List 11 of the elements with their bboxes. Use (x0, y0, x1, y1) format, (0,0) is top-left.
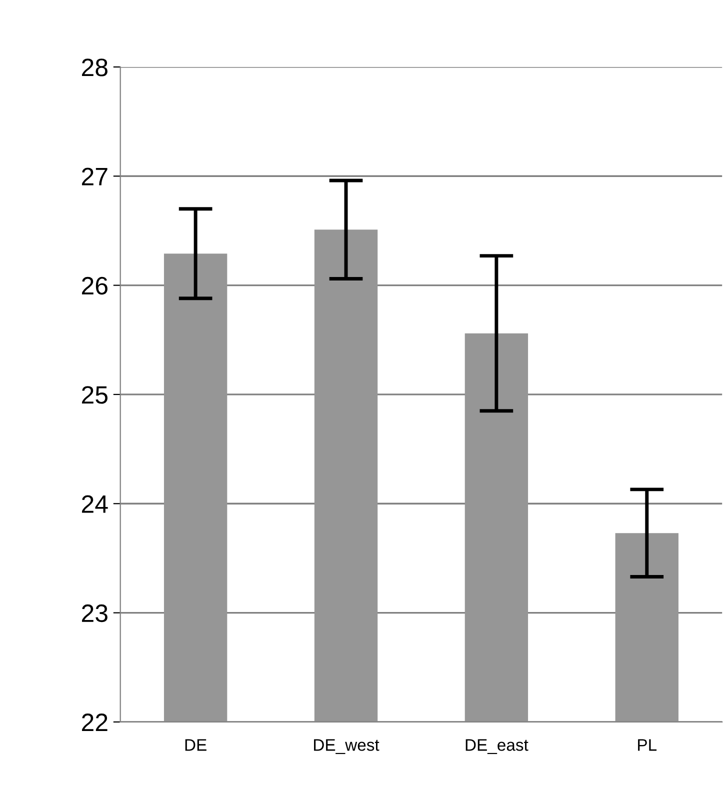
y-tick-label: 26 (82, 276, 108, 295)
x-tick-label: DE_east (466, 739, 528, 754)
x-tick-label: PL (638, 739, 657, 751)
y-tick-label: 23 (82, 604, 108, 622)
x-tick-label: DE_west (314, 739, 380, 754)
y-tick-label: 25 (82, 386, 108, 404)
x-tick-label: DE (185, 739, 206, 751)
y-tick-label: 22 (82, 714, 108, 732)
y-tick-label: 27 (82, 168, 108, 186)
y-tick-label: 24 (82, 495, 108, 513)
y-tick-label: 28 (82, 58, 108, 76)
